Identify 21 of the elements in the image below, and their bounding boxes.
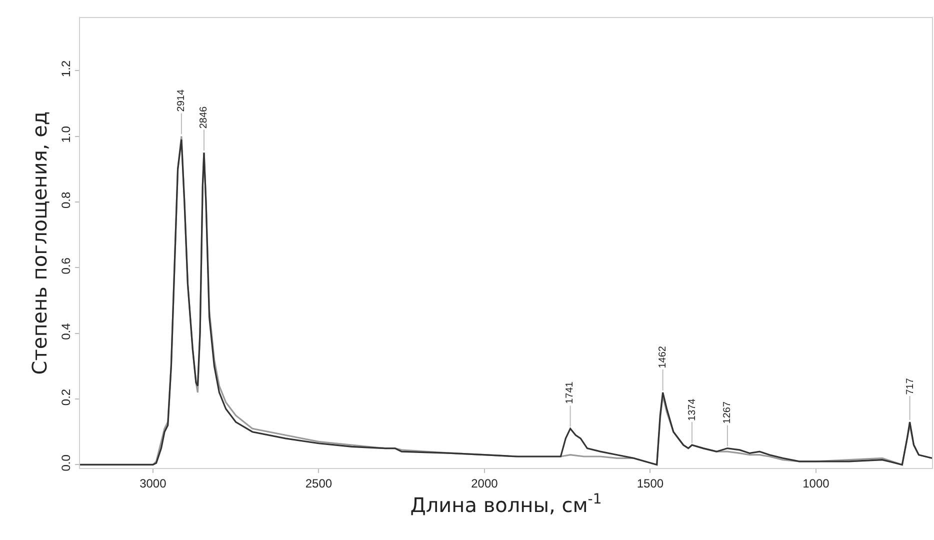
y-tick-label: 1.2 bbox=[59, 60, 74, 78]
x-tick-label: 1500 bbox=[636, 476, 664, 490]
x-axis-title: Длина волны, см$^{-1}$ bbox=[410, 492, 602, 517]
y-tick-label: 0.0 bbox=[59, 454, 74, 472]
y-axis-title: Степень поглощения, ед bbox=[28, 111, 52, 375]
annotation: 1267 bbox=[722, 401, 734, 424]
y-tick-label: 0.2 bbox=[59, 388, 74, 406]
annotation: 1462 bbox=[657, 346, 668, 368]
annotation: 717 bbox=[904, 378, 916, 395]
x-tick-label: 2500 bbox=[305, 476, 332, 490]
annotation: 2914 bbox=[176, 89, 188, 112]
x-tick-label: 2000 bbox=[471, 476, 498, 490]
x-tick-label: 3000 bbox=[140, 476, 167, 490]
annotation: 2846 bbox=[198, 106, 210, 129]
y-tick-label: 0.8 bbox=[59, 191, 74, 208]
y-tick-label: 1.0 bbox=[59, 126, 74, 143]
annotation: 1741 bbox=[564, 381, 576, 404]
y-tick-label: 0.6 bbox=[59, 257, 74, 274]
x-tick-label: 1000 bbox=[802, 476, 830, 490]
y-tick-label: 0.4 bbox=[59, 322, 74, 340]
annotation: 1374 bbox=[686, 398, 698, 421]
